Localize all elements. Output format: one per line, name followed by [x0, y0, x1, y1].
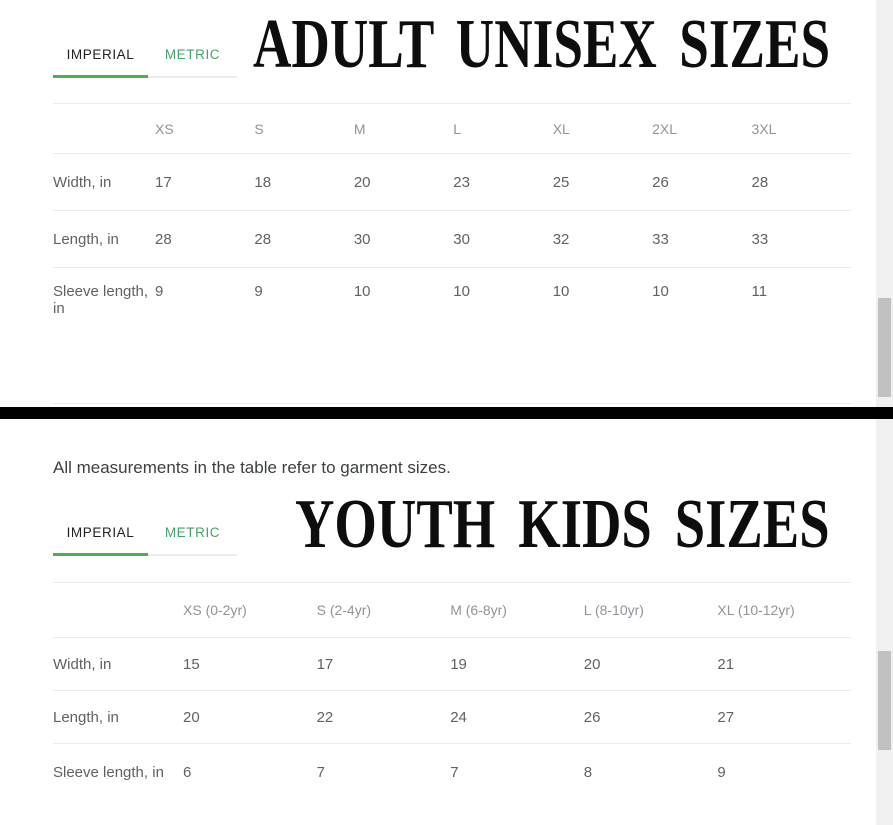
- corner-cell: [53, 103, 155, 154]
- cell: 25: [552, 153, 653, 211]
- section-divider: [0, 407, 893, 419]
- tab-metric[interactable]: METRIC: [164, 46, 221, 62]
- cell: 20: [353, 153, 454, 211]
- cell: 28: [254, 210, 354, 268]
- cell: 26: [652, 153, 752, 211]
- cell: 10: [453, 267, 553, 404]
- table-row: Length, in 28 28 30 30 32 33 33: [53, 210, 851, 268]
- cell: 7: [450, 764, 459, 781]
- column-header: 2XL: [652, 103, 752, 154]
- youth-scrollbar-thumb[interactable]: [878, 651, 891, 750]
- cell: 10: [552, 267, 653, 404]
- column-header: XL (10-12yr): [717, 582, 851, 638]
- column-header: XL: [552, 103, 653, 154]
- column-header: L: [453, 103, 553, 154]
- cell: 22: [316, 690, 451, 744]
- cell: 18: [254, 153, 354, 211]
- corner-cell: [53, 582, 183, 638]
- youth-unit-tabs: IMPERIAL METRIC: [53, 508, 237, 556]
- row-label: Width, in: [53, 153, 155, 211]
- cell: 28: [751, 153, 851, 211]
- cell: 28: [155, 210, 255, 268]
- cell: 33: [652, 210, 752, 268]
- cell: 11: [751, 267, 851, 404]
- column-header: L (8-10yr): [583, 582, 718, 638]
- column-header: S: [254, 103, 354, 154]
- active-tab-underline: [53, 75, 148, 78]
- header-row: XS S M L XL 2XL 3XL: [53, 103, 851, 154]
- cell: 30: [353, 210, 454, 268]
- table-row: Width, in 15 17 19 20 21: [53, 637, 851, 691]
- cell: 8: [583, 764, 593, 781]
- cell: 21: [717, 637, 851, 691]
- youth-sizes-section: All measurements in the table refer to g…: [0, 419, 893, 825]
- cell: 23: [453, 153, 553, 211]
- row-label: Sleeve length, in: [53, 764, 164, 781]
- row-label: Sleeve length, in: [53, 267, 155, 404]
- cell: 7: [316, 764, 325, 781]
- cell: 9: [155, 267, 255, 404]
- row-label: Length, in: [53, 210, 155, 268]
- cell: 9: [254, 267, 354, 404]
- tab-imperial[interactable]: IMPERIAL: [66, 46, 135, 62]
- tab-imperial[interactable]: IMPERIAL: [66, 524, 135, 540]
- youth-scrollbar[interactable]: [876, 419, 893, 825]
- column-header: M: [353, 103, 454, 154]
- adult-scrollbar[interactable]: [876, 0, 893, 407]
- column-header: XS (0-2yr): [183, 582, 317, 638]
- cell: 24: [450, 690, 584, 744]
- cell: 17: [155, 153, 255, 211]
- active-tab-underline: [53, 553, 148, 556]
- cell: 9: [717, 764, 726, 781]
- cell: 10: [353, 267, 454, 404]
- column-header: XS: [155, 103, 255, 154]
- adult-section-title: ADULT UNISEX SIZES: [253, 6, 831, 83]
- cell: 32: [552, 210, 653, 268]
- adult-unit-tabs: IMPERIAL METRIC: [53, 30, 237, 78]
- measurements-note: All measurements in the table refer to g…: [53, 458, 451, 477]
- table-row: Sleeve length, in 6 7 7 8 9: [53, 744, 851, 825]
- cell: 20: [183, 690, 317, 744]
- row-label: Length, in: [53, 690, 183, 744]
- cell: 26: [583, 690, 718, 744]
- row-label: Width, in: [53, 637, 183, 691]
- youth-section-title: YOUTH KIDS SIZES: [295, 486, 830, 563]
- table-row: Width, in 17 18 20 23 25 26 28: [53, 153, 851, 211]
- youth-size-table: XS (0-2yr) S (2-4yr) M (6-8yr) L (8-10yr) XL…: [53, 582, 851, 825]
- cell: 15: [183, 637, 317, 691]
- cell: 30: [453, 210, 553, 268]
- cell: 33: [751, 210, 851, 268]
- adult-scrollbar-thumb[interactable]: [878, 298, 891, 397]
- tab-metric[interactable]: METRIC: [164, 524, 221, 540]
- cell: 10: [652, 267, 752, 404]
- cell: 17: [316, 637, 451, 691]
- column-header: M (6-8yr): [450, 582, 584, 638]
- table-row: Sleeve length, in 9 9 10 10 10 10 11: [53, 267, 851, 404]
- cell: 20: [583, 637, 718, 691]
- column-header: S (2-4yr): [316, 582, 451, 638]
- cell: 6: [183, 764, 192, 781]
- cell: 27: [717, 690, 851, 744]
- column-header: 3XL: [751, 103, 851, 154]
- table-row: Length, in 20 22 24 26 27: [53, 690, 851, 744]
- header-row: XS (0-2yr) S (2-4yr) M (6-8yr) L (8-10yr) XL…: [53, 582, 851, 638]
- adult-sizes-section: IMPERIAL METRIC ADULT UNISEX SIZES XS S M L…: [0, 0, 893, 407]
- cell: 19: [450, 637, 584, 691]
- adult-size-table: XS S M L XL 2XL 3XL Width, in 17 18 20 23 25 26 28 Leng…: [53, 103, 851, 404]
